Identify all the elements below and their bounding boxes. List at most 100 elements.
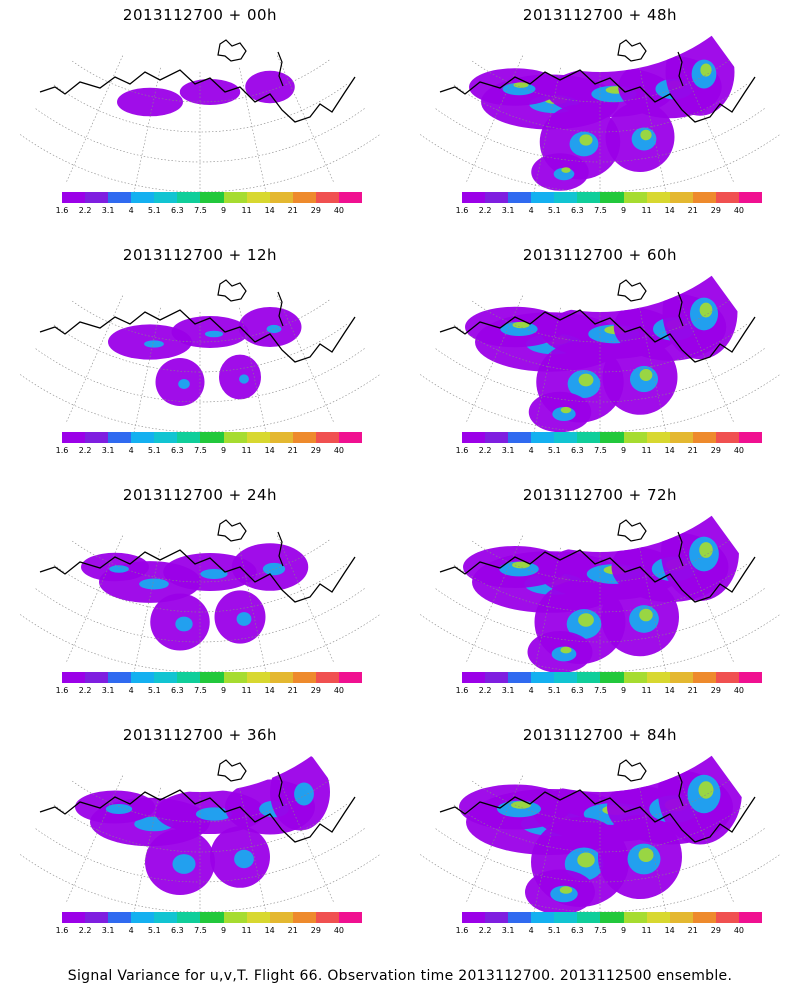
colorbar-tick-label: 1.6 xyxy=(455,686,469,695)
colorbar-swatch xyxy=(338,192,363,203)
colorbar-swatch xyxy=(85,672,109,683)
colorbar-tick-label: 9 xyxy=(620,686,627,695)
colorbar xyxy=(62,432,363,443)
colorbar-labels: 1.6 2.2 3.1 4 5.1 6.3 7.5 9 11 14 21 29 40 xyxy=(456,206,762,216)
colorbar-swatch xyxy=(131,672,155,683)
variance-field xyxy=(638,848,654,862)
colorbar-labels: 1.6 2.2 3.1 4 5.1 6.3 7.5 9 11 14 21 29 40 xyxy=(456,446,762,456)
polar-stereographic-map xyxy=(20,519,380,672)
colorbar-swatch xyxy=(623,912,647,923)
coastline xyxy=(217,279,284,327)
variance-field xyxy=(105,804,133,814)
colorbar-swatch xyxy=(531,672,555,683)
colorbar-tick-label: 14 xyxy=(664,686,675,695)
colorbar-tick-label: 5.1 xyxy=(147,926,161,935)
colorbar-swatch xyxy=(485,192,509,203)
map-panel: 2013112700 + 84h 1.6 2.2 3.1 4 5.1 6.3 7.5 9 11 14… xyxy=(400,720,800,960)
colorbar-tick-label: 9 xyxy=(220,686,227,695)
colorbar-tick-label: 7.5 xyxy=(594,446,607,455)
polar-stereographic-map xyxy=(420,755,780,912)
colorbar-tick-label: 1.6 xyxy=(55,446,69,455)
colorbar-tick-label: 11 xyxy=(641,206,652,215)
colorbar-swatch xyxy=(85,192,109,203)
colorbar-tick-label: 11 xyxy=(241,926,252,935)
colorbar-swatch xyxy=(292,912,316,923)
colorbar xyxy=(462,672,763,683)
colorbar-tick-label: 11 xyxy=(641,686,652,695)
colorbar-swatch xyxy=(200,432,224,443)
colorbar-swatch xyxy=(223,432,247,443)
variance-field xyxy=(144,340,164,348)
colorbar-tick-label: 29 xyxy=(710,206,721,215)
coastline xyxy=(439,69,756,123)
colorbar-swatch xyxy=(462,912,486,923)
colorbar-tick-label: 3.1 xyxy=(101,206,115,215)
coastline xyxy=(617,39,684,87)
colorbar-tick-label: 4 xyxy=(128,446,134,455)
variance-field xyxy=(578,613,594,627)
colorbar-tick-label: 6.3 xyxy=(571,686,584,695)
colorbar-tick-label: 7.5 xyxy=(194,446,207,455)
colorbar-swatch xyxy=(669,912,693,923)
colorbar-tick-label: 40 xyxy=(333,926,345,935)
colorbar-tick-label: 21 xyxy=(287,206,298,215)
colorbar-tick-label: 9 xyxy=(220,926,227,935)
variance-field xyxy=(579,134,593,146)
colorbar-swatch xyxy=(485,432,509,443)
colorbar-tick-label: 29 xyxy=(710,686,721,695)
colorbar-tick-label: 29 xyxy=(310,206,321,215)
colorbar-swatch xyxy=(462,432,486,443)
colorbar-tick-label: 14 xyxy=(664,206,675,215)
colorbar-tick-label: 2.2 xyxy=(478,686,492,695)
colorbar-swatch xyxy=(246,672,270,683)
colorbar-swatch xyxy=(108,912,132,923)
colorbar-swatch xyxy=(485,672,509,683)
colorbar-swatch xyxy=(623,672,647,683)
colorbar-swatch xyxy=(223,912,247,923)
colorbar-swatch xyxy=(315,912,339,923)
colorbar-swatch xyxy=(154,672,178,683)
map-panel: 2013112700 + 48h 1.6 2.2 3.1 4 5.1 6.3 7.5 9 11 14… xyxy=(400,0,800,240)
colorbar-tick-label: 6.3 xyxy=(571,446,584,455)
colorbar-tick-label: 11 xyxy=(241,686,252,695)
colorbar-swatch xyxy=(715,672,739,683)
colorbar-swatch xyxy=(577,432,601,443)
colorbar-swatch xyxy=(715,192,739,203)
colorbar-tick-label: 2.2 xyxy=(478,206,492,215)
colorbar xyxy=(62,912,363,923)
variance-field xyxy=(513,82,529,88)
variance-field xyxy=(266,324,282,334)
colorbar-tick-label: 21 xyxy=(687,686,698,695)
graticule xyxy=(20,55,380,192)
colorbar-swatch xyxy=(246,432,270,443)
figure-caption: Signal Variance for u,v,T. Flight 66. Ob… xyxy=(67,968,733,984)
colorbar-swatch xyxy=(177,192,201,203)
variance-field xyxy=(559,886,573,894)
colorbar-tick-label: 40 xyxy=(733,926,745,935)
colorbar-tick-label: 5.1 xyxy=(547,686,561,695)
variance-field xyxy=(239,374,249,384)
colorbar-swatch xyxy=(292,432,316,443)
colorbar-tick-label: 2.2 xyxy=(78,686,92,695)
colorbar-tick-label: 11 xyxy=(241,446,252,455)
colorbar-tick-label: 14 xyxy=(264,206,275,215)
colorbar-swatch xyxy=(462,672,486,683)
colorbar-swatch xyxy=(738,432,763,443)
colorbar xyxy=(62,672,363,683)
variance-field xyxy=(117,87,183,117)
variance-field xyxy=(234,849,254,869)
colorbar-tick-label: 11 xyxy=(641,446,652,455)
colorbar-labels: 1.6 2.2 3.1 4 5.1 6.3 7.5 9 11 14 21 29 40 xyxy=(56,446,362,456)
colorbar-tick-label: 9 xyxy=(220,206,227,215)
graticule xyxy=(420,55,780,192)
colorbar-tick-label: 4 xyxy=(128,206,134,215)
map-panel: 2013112700 + 72h 1.6 2.2 3.1 4 5.1 6.3 7.5 9 11 14… xyxy=(400,480,800,720)
colorbar-tick-label: 9 xyxy=(620,446,627,455)
colorbar-tick-label: 7.5 xyxy=(594,686,607,695)
colorbar-tick-label: 40 xyxy=(733,446,745,455)
colorbar-tick-label: 40 xyxy=(333,446,345,455)
colorbar-tick-label: 21 xyxy=(687,446,698,455)
coastline xyxy=(217,759,284,807)
colorbar-tick-label: 40 xyxy=(333,686,345,695)
colorbar-swatch xyxy=(669,672,693,683)
